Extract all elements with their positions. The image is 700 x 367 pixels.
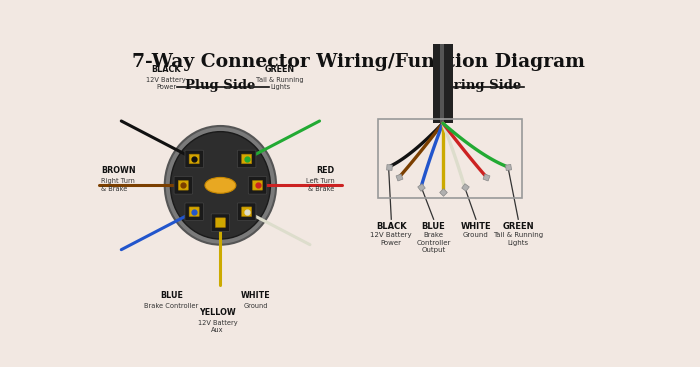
Text: Right Turn
& Brake: Right Turn & Brake (101, 178, 135, 192)
FancyBboxPatch shape (241, 154, 252, 164)
Text: Ground: Ground (244, 303, 268, 309)
FancyBboxPatch shape (189, 154, 199, 164)
FancyBboxPatch shape (237, 150, 256, 168)
Text: GREEN: GREEN (265, 65, 295, 74)
FancyBboxPatch shape (211, 214, 230, 232)
Text: BROWN: BROWN (101, 167, 136, 175)
Text: BLUE: BLUE (421, 222, 445, 231)
FancyBboxPatch shape (248, 177, 267, 194)
Text: 7-Way Connector Wiring/Function Diagram: 7-Way Connector Wiring/Function Diagram (132, 52, 585, 70)
Text: WHITE: WHITE (241, 291, 270, 300)
FancyBboxPatch shape (174, 177, 193, 194)
FancyBboxPatch shape (241, 207, 252, 217)
Text: Ground: Ground (463, 232, 489, 238)
Ellipse shape (170, 132, 270, 239)
Text: Plug Side: Plug Side (186, 79, 256, 92)
Ellipse shape (164, 126, 276, 245)
Text: WHITE: WHITE (461, 222, 491, 231)
Bar (440, 39, 444, 123)
Text: Tail & Running
Lights: Tail & Running Lights (256, 77, 304, 90)
Text: BLACK: BLACK (151, 65, 181, 74)
Text: 12V Battery
Power: 12V Battery Power (370, 232, 412, 246)
FancyBboxPatch shape (185, 150, 204, 168)
Text: Tail & Running
Lights: Tail & Running Lights (494, 232, 543, 246)
Text: Wiring Side: Wiring Side (435, 79, 522, 92)
FancyBboxPatch shape (237, 203, 256, 221)
FancyBboxPatch shape (185, 203, 204, 221)
Text: Left Turn
& Brake: Left Turn & Brake (306, 178, 335, 192)
Text: YELLOW: YELLOW (199, 308, 236, 317)
Bar (433, 39, 453, 123)
FancyBboxPatch shape (216, 218, 225, 228)
Text: GREEN: GREEN (503, 222, 534, 231)
FancyBboxPatch shape (178, 181, 188, 190)
Text: 12V Battery
Power: 12V Battery Power (146, 77, 186, 90)
Ellipse shape (205, 177, 236, 193)
Text: BLUE: BLUE (160, 291, 183, 300)
Text: BLACK: BLACK (376, 222, 407, 231)
Text: Brake
Controller
Output: Brake Controller Output (416, 232, 451, 254)
Text: 12V Battery
Aux: 12V Battery Aux (198, 320, 237, 333)
Text: RED: RED (316, 167, 335, 175)
FancyBboxPatch shape (189, 207, 199, 217)
FancyBboxPatch shape (253, 181, 262, 190)
Text: Brake Controller: Brake Controller (144, 303, 199, 309)
